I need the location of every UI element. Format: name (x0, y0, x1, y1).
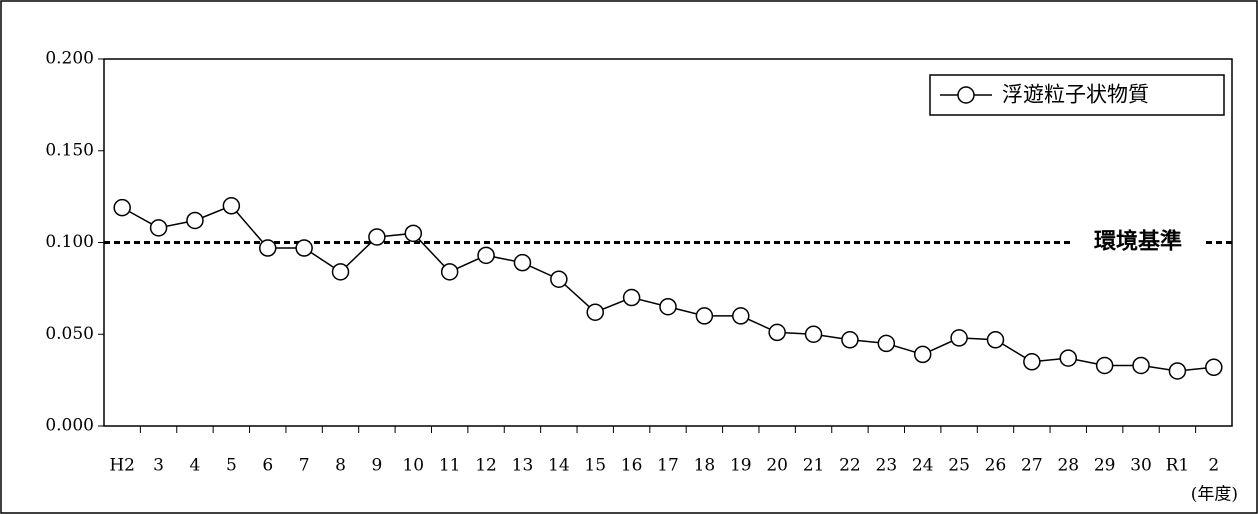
point (404, 224, 423, 243)
reference-label: 環境基準 (1094, 229, 1182, 255)
point (841, 331, 859, 349)
point (440, 263, 459, 281)
point (550, 270, 568, 288)
x-tick-label: 27 (1021, 456, 1043, 476)
point (950, 329, 968, 347)
legend-label: 浮遊粒子状物質 (1002, 83, 1149, 107)
point (368, 228, 386, 246)
x-tick-label: 20 (766, 456, 788, 476)
x-tick-label: 18 (694, 456, 716, 476)
x-tick-label: 30 (1130, 456, 1152, 476)
point (1132, 356, 1150, 375)
x-tick-label: 3 (153, 456, 164, 476)
x-tick-label: 22 (839, 456, 861, 476)
point (804, 325, 823, 343)
x-tick-label: 12 (475, 456, 497, 476)
point (586, 303, 604, 321)
point (1095, 356, 1114, 375)
x-tick-label: 4 (190, 456, 201, 476)
point (477, 246, 495, 265)
x-tick-label: H2 (109, 456, 135, 476)
point (331, 263, 350, 281)
y-tick-label: 0.150 (45, 140, 94, 160)
point (222, 197, 241, 215)
point (1023, 353, 1041, 371)
point (186, 211, 204, 230)
x-tick-label: 25 (948, 456, 970, 476)
y-tick-label: 0.000 (45, 416, 94, 436)
x-tick-label: 9 (371, 456, 382, 476)
x-tick-label: 14 (548, 456, 570, 476)
point (695, 307, 714, 325)
x-tick-label: 24 (912, 456, 934, 476)
y-tick-label: 0.100 (45, 232, 94, 252)
point (768, 323, 786, 342)
x-tick-label: 29 (1094, 456, 1116, 476)
legend-marker (957, 86, 975, 104)
point (113, 198, 131, 217)
x-unit: (年度) (1191, 485, 1238, 505)
x-tick-label: 19 (730, 456, 752, 476)
x-tick-label: 7 (299, 456, 310, 476)
x-tick-label: 17 (657, 456, 679, 476)
x-tick-label: 8 (335, 456, 346, 476)
x-tick-label: 5 (226, 456, 237, 476)
point (913, 345, 932, 364)
point (732, 307, 750, 325)
point (877, 334, 896, 353)
series-line (121, 204, 1214, 372)
x-tick-label: R1 (1166, 456, 1190, 476)
x-tick-label: 2 (1208, 456, 1219, 476)
y-tick-label: 0.050 (45, 324, 94, 344)
point (986, 331, 1005, 349)
point (622, 288, 641, 307)
x-tick-label: 6 (262, 456, 273, 476)
point (149, 219, 168, 237)
point (295, 239, 313, 257)
x-tick-label: 26 (985, 456, 1007, 476)
x-tick-label: 13 (512, 456, 534, 476)
point (1168, 362, 1187, 380)
y-tick-label: 0.200 (45, 49, 94, 69)
x-tick-label: 23 (876, 456, 898, 476)
point (258, 239, 277, 257)
x-tick-label: 10 (402, 456, 424, 476)
x-tick-label: 11 (439, 456, 461, 476)
x-tick-label: 16 (621, 456, 643, 476)
point (513, 253, 532, 272)
x-tick-label: 15 (584, 456, 606, 476)
x-tick-label: 21 (803, 456, 825, 476)
x-tick-label: 28 (1057, 456, 1079, 476)
point (1205, 358, 1223, 377)
point (659, 297, 677, 316)
point (1059, 349, 1078, 367)
